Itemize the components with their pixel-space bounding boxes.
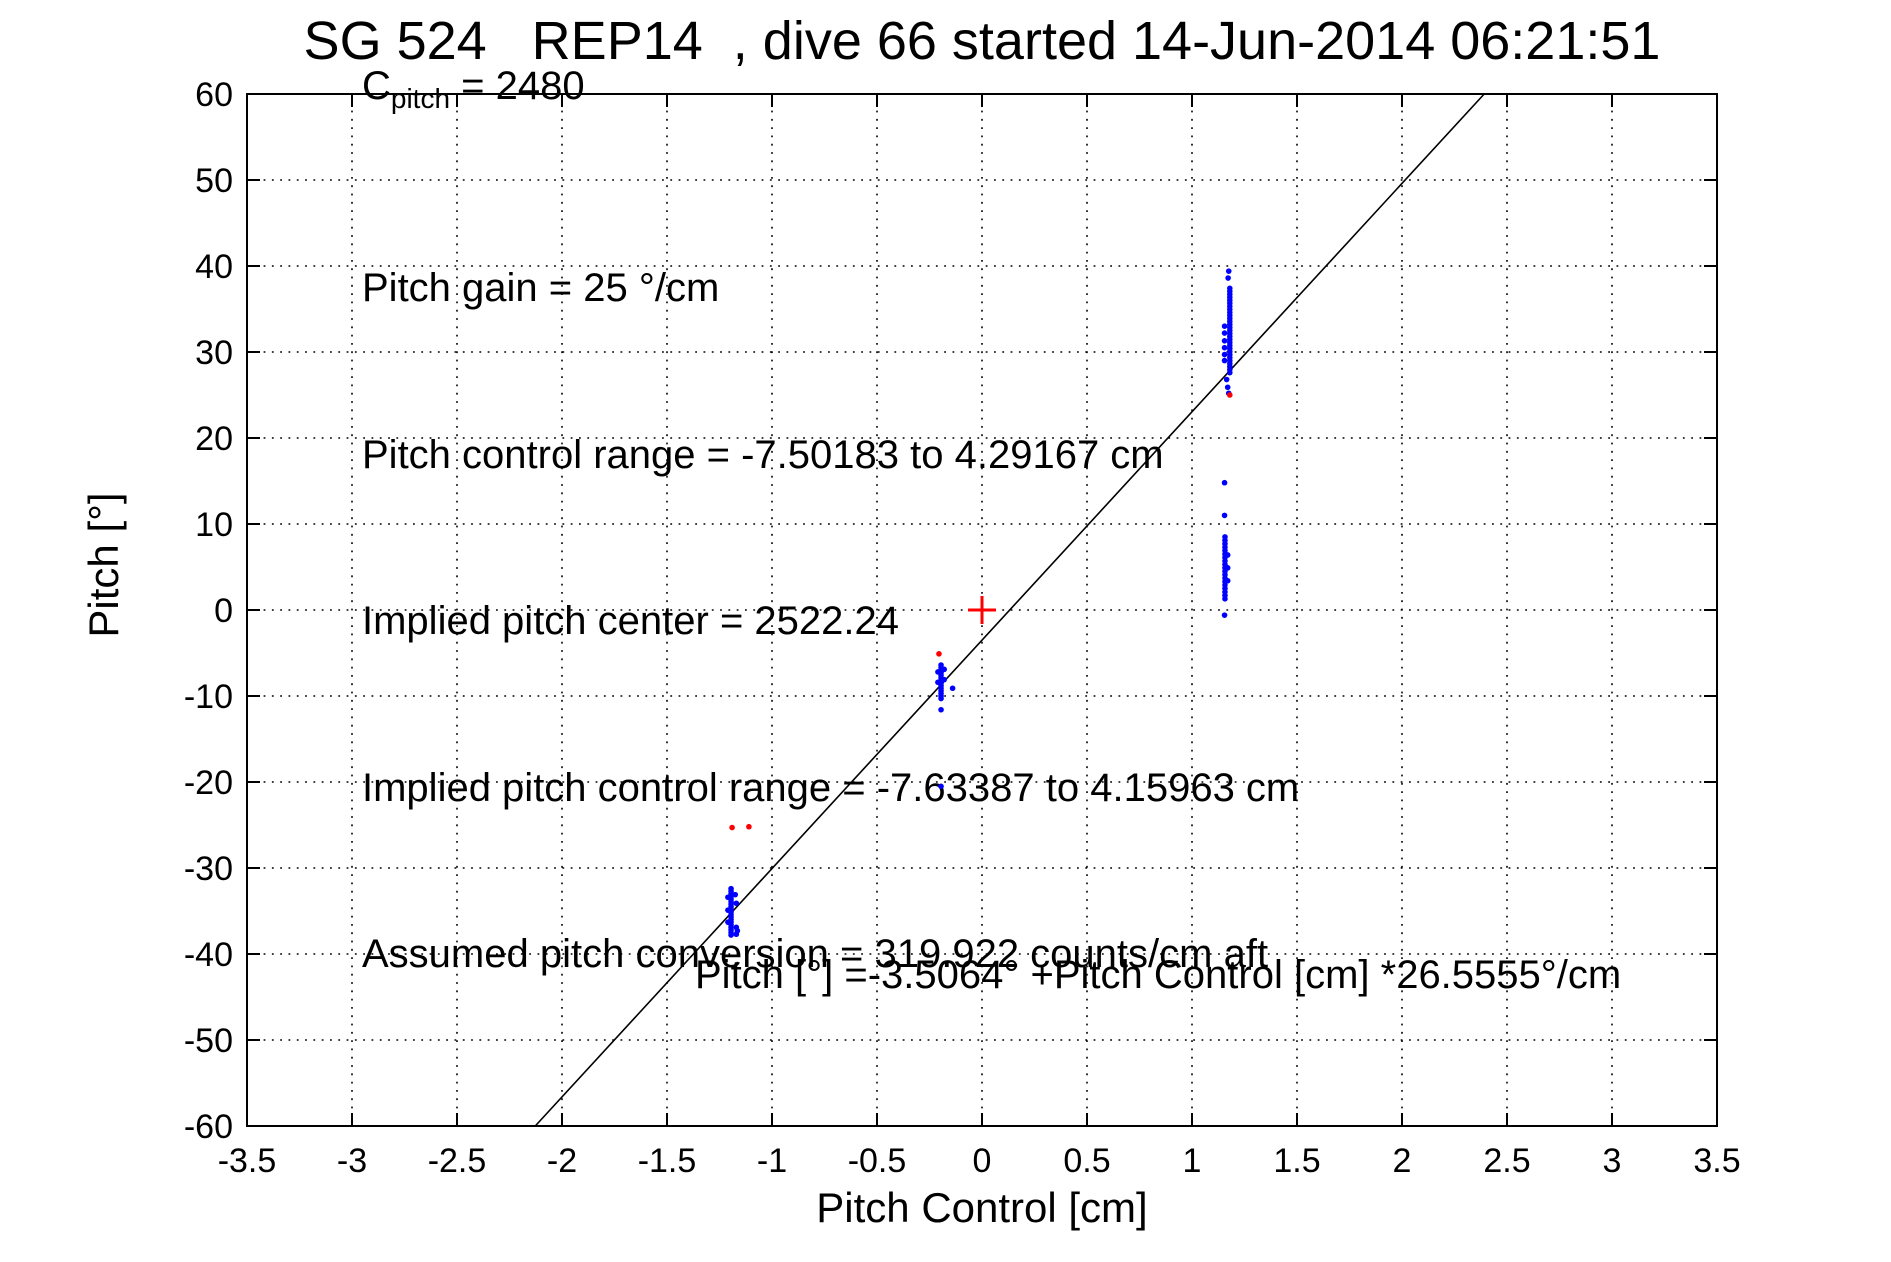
- y-tick-label: 50: [195, 162, 233, 200]
- y-tick-label: 20: [195, 420, 233, 458]
- x-tick-label: -0.5: [848, 1142, 907, 1180]
- y-tick-label: -10: [184, 678, 233, 716]
- pitch-observations-point: [1221, 338, 1228, 344]
- pitch-observations-point: [1221, 612, 1228, 618]
- pitch-observations-point: [1221, 512, 1228, 519]
- x-axis-label: Pitch Control [cm]: [816, 1184, 1147, 1231]
- x-tick-label: -2.5: [428, 1142, 487, 1180]
- annotation-cpitch-base: C: [362, 64, 391, 108]
- x-tick-label: 0.5: [1063, 1142, 1110, 1180]
- pitch-observations-point: [1225, 275, 1231, 281]
- y-tick-label: -40: [184, 936, 233, 974]
- y-tick-label: 40: [195, 248, 233, 286]
- pitch-observations-point: [1221, 344, 1228, 351]
- pitch-observations-point: [1222, 596, 1228, 602]
- y-tick-label: -60: [184, 1108, 233, 1146]
- x-tick-label: -3.5: [218, 1142, 277, 1180]
- page-title: SG 524 REP14 , dive 66 started 14-Jun-20…: [303, 11, 1661, 71]
- x-tick-label: 2: [1393, 1142, 1412, 1180]
- pitch-observations-point: [941, 676, 947, 683]
- pitch-observations-point: [1224, 577, 1231, 584]
- y-tick-label: -50: [184, 1022, 233, 1060]
- annotation-block: Pitch gain = 25 °/cm Pitch control range…: [362, 150, 1299, 1094]
- pitch-observations-point: [1221, 323, 1228, 330]
- y-tick-label: -20: [184, 764, 233, 802]
- x-tick-label: 1.5: [1273, 1142, 1320, 1180]
- pitch-observations-point: [725, 919, 731, 925]
- pitch-observations-point: [1225, 268, 1232, 274]
- y-axis-label: Pitch [°]: [80, 492, 127, 637]
- x-tick-label: 3: [1603, 1142, 1622, 1180]
- flagged-observations-point: [729, 824, 735, 831]
- pitch-observations-point: [938, 695, 944, 702]
- pitch-observations-point: [1227, 369, 1233, 376]
- pitch-observations-point: [935, 669, 941, 675]
- pitch-observations-point: [1221, 351, 1228, 358]
- pitch-observations-point: [949, 685, 956, 692]
- pitch-observations-point: [938, 706, 944, 713]
- x-tick-label: 2.5: [1483, 1142, 1530, 1180]
- pitch-observations-point: [732, 891, 739, 898]
- x-tick-label: 1: [1183, 1142, 1202, 1180]
- pitch-observations-point: [1221, 479, 1228, 486]
- annotation-line: Implied pitch control range = -7.63387 t…: [362, 765, 1300, 810]
- annotation-cpitch-value: = 2480: [450, 64, 585, 108]
- y-tick-label: 60: [195, 76, 233, 114]
- x-tick-label: -1: [757, 1142, 787, 1180]
- pitch-observations-point: [941, 666, 947, 673]
- flagged-observations-point: [936, 651, 942, 657]
- fit-line: [534, 93, 1485, 1127]
- pitch-observations-point: [1221, 357, 1228, 364]
- pitch-observations-point: [733, 900, 740, 907]
- flagged-observations-point: [1227, 392, 1233, 398]
- x-tick-label: -1.5: [638, 1142, 697, 1180]
- y-tick-label: 10: [195, 506, 233, 544]
- pitch-observations-point: [725, 894, 731, 901]
- x-tick-label: 3.5: [1693, 1142, 1740, 1180]
- pitch-observations-point: [1223, 376, 1230, 383]
- pitch-observations-point: [1224, 565, 1231, 571]
- x-tick-label: -3: [337, 1142, 367, 1180]
- pitch-observations-point: [728, 932, 734, 938]
- y-tick-label: 0: [214, 592, 233, 630]
- y-tick-label: 30: [195, 334, 233, 372]
- flagged-observations-point: [746, 823, 752, 830]
- x-tick-label: 0: [973, 1142, 992, 1180]
- x-tick-label: -2: [547, 1142, 577, 1180]
- y-tick-label: -30: [184, 850, 233, 888]
- annotation-cpitch: Cpitch = 2480: [362, 64, 585, 115]
- annotation-line: Implied pitch center = 2522.24: [362, 599, 900, 643]
- annotation-line: Pitch gain = 25 °/cm: [362, 266, 720, 310]
- annotation-line: Pitch control range = -7.50183 to 4.2916…: [362, 432, 1164, 477]
- pitch-observations-point: [1221, 330, 1228, 336]
- pitch-observations-point: [938, 783, 944, 790]
- pitch-observations-point: [1224, 384, 1231, 391]
- pitch-observations-point: [725, 907, 731, 913]
- pitch-observations-point: [733, 931, 740, 938]
- pitch-observations-point: [1224, 552, 1231, 558]
- pitch-observations-point: [935, 679, 941, 686]
- annotation-cpitch-sub: pitch: [390, 83, 451, 114]
